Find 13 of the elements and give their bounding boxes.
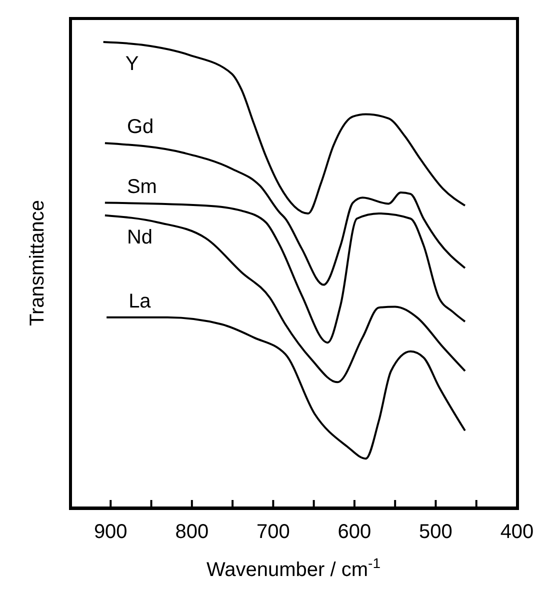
x-tick-label: 400 <box>500 521 534 544</box>
y-axis-title: Transmittance <box>26 200 50 326</box>
x-tick-label: 500 <box>419 521 452 544</box>
series-label: Nd <box>126 226 153 248</box>
x-tick-label: 800 <box>175 521 209 544</box>
x-tick-label: 900 <box>94 521 128 544</box>
series-label: Gd <box>126 116 154 138</box>
x-tick-label: 600 <box>338 521 372 544</box>
x-tick-label: 700 <box>256 521 290 544</box>
series-label: Sm <box>126 176 157 198</box>
series-label: Y <box>125 53 139 75</box>
series-label: La <box>128 290 152 312</box>
x-axis-title: Wavenumber / cm$^{-1}$ <box>206 555 381 581</box>
